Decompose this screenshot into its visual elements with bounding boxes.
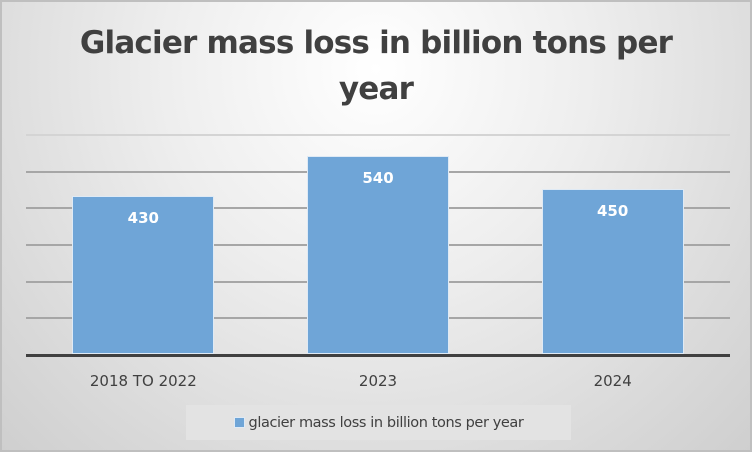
category-label: 2018 TO 2022 [89,372,197,390]
category-label: 2024 [593,372,632,390]
legend-label: glacier mass loss in billion tons per ye… [248,414,524,431]
legend-swatch-icon [233,417,245,428]
data-label: 540 [362,169,394,187]
gridline [26,134,730,136]
bar[interactable]: 430 [72,196,215,354]
data-label: 430 [127,209,159,228]
bar[interactable]: 540 [307,156,449,354]
data-label: 450 [597,202,629,220]
category-label: 2023 [358,372,398,390]
bar[interactable]: 450 [541,189,684,354]
legend[interactable]: glacier mass loss in billion tons per ye… [186,405,571,440]
chart-title: Glacier mass loss in billion tons per ye… [79,25,673,107]
x-axis-line [26,354,730,357]
